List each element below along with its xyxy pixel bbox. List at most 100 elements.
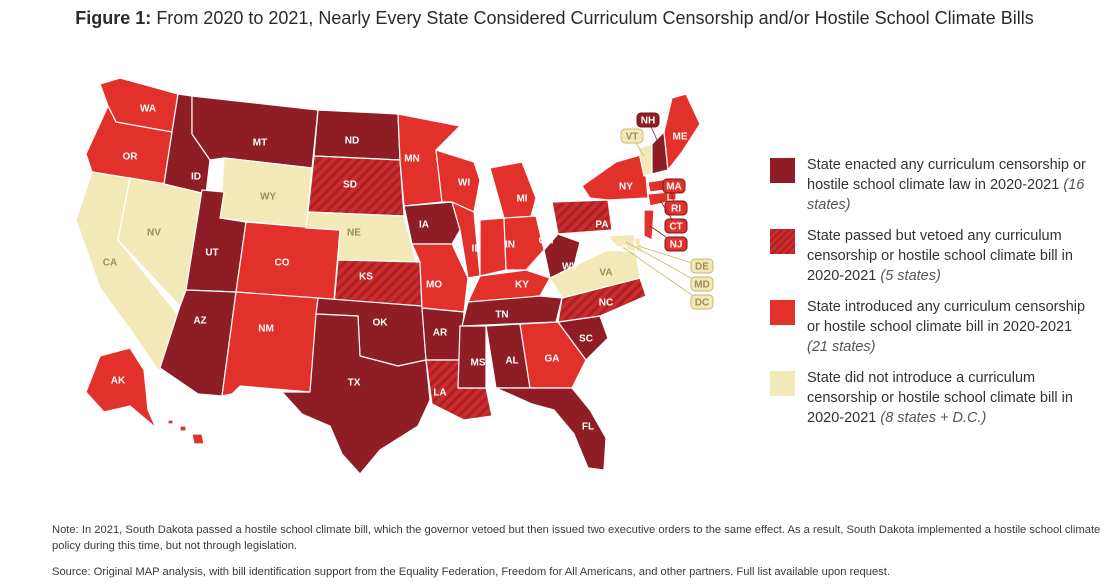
state-label-wv: WV [562, 262, 578, 273]
legend-swatch-enacted [770, 158, 795, 183]
legend-count: (21 states) [807, 339, 876, 355]
legend-label: State enacted any curriculum censorship … [807, 157, 1086, 193]
state-label-nv: NV [147, 228, 161, 239]
state-label-or: OR [123, 152, 139, 163]
callout-box-vt [620, 128, 644, 144]
state-label-nc: NC [599, 298, 613, 309]
state-label-ga: GA [545, 354, 560, 365]
state-label-wy: WY [260, 192, 276, 203]
state-label-al: AL [505, 356, 518, 367]
state-label-sd: SD [343, 180, 357, 191]
state-in [479, 217, 507, 277]
callout-box-nh [636, 112, 660, 128]
legend-item-introduced: State introduced any curriculum censorsh… [770, 297, 1090, 357]
state-label-oh: OH [539, 236, 554, 247]
state-label-tn: TN [495, 310, 508, 321]
state-nm [221, 291, 319, 397]
callout-box-nj [664, 236, 688, 252]
legend-swatch-introduced [770, 300, 795, 325]
state-pa [551, 199, 613, 235]
callout-line-dc [623, 247, 703, 303]
legend-label: State introduced any curriculum censorsh… [807, 299, 1086, 335]
state-label-md: MD [694, 280, 710, 291]
state-label-nj: NJ [670, 240, 683, 251]
legend-item-vetoed: State passed but vetoed any curriculum c… [770, 226, 1090, 286]
callout-box-ma [662, 178, 686, 194]
state-label-il: IL [472, 244, 481, 255]
legend-count: (5 states) [880, 268, 941, 284]
state-label-ky: KY [515, 280, 529, 291]
figure-title-text: From 2020 to 2021, Nearly Every State Co… [156, 8, 1034, 28]
state-label-in: IN [505, 240, 515, 251]
state-label-dc: DC [695, 298, 709, 309]
state-mi [489, 161, 537, 221]
state-me [663, 93, 701, 171]
state-label-hi: HI [197, 422, 207, 433]
state-label-ar: AR [433, 328, 448, 339]
callout-box-ct [664, 218, 688, 234]
legend-label: State did not introduce a curriculum cen… [807, 370, 1073, 426]
legend-swatch-none [770, 371, 795, 396]
state-label-mn: MN [404, 154, 420, 165]
state-label-ak: AK [111, 376, 126, 387]
state-ak [85, 347, 157, 429]
state-label-az: AZ [193, 316, 206, 327]
legend-count: (16 states) [807, 177, 1085, 213]
state-wv [543, 233, 581, 279]
callout-line-md [625, 241, 703, 285]
state-label-tx: TX [348, 378, 361, 389]
state-label-me: ME [673, 132, 688, 143]
state-label-mo: MO [426, 280, 442, 291]
state-ny [581, 153, 649, 201]
state-ia [403, 201, 461, 245]
state-label-wa: WA [140, 104, 156, 115]
state-label-pa: PA [595, 220, 608, 231]
state-label-ny: NY [619, 182, 633, 193]
figure-title-prefix: Figure 1: [75, 8, 152, 28]
state-fl [495, 387, 607, 471]
state-label-vt: VT [626, 132, 639, 143]
state-label-ma: MA [666, 182, 682, 193]
state-label-wi: WI [458, 178, 470, 189]
legend-count: (8 states + D.C.) [880, 410, 987, 426]
state-label-ca: CA [103, 258, 117, 269]
callout-box-dc [690, 294, 714, 310]
state-nj [643, 209, 655, 241]
state-label-ct: CT [669, 222, 682, 233]
state-tn [461, 295, 563, 327]
legend: State enacted any curriculum censorship … [770, 155, 1090, 439]
state-label-nh: NH [641, 116, 655, 127]
legend-label: State passed but vetoed any curriculum c… [807, 228, 1073, 284]
state-label-la: LA [433, 388, 446, 399]
state-label-ks: KS [359, 272, 373, 283]
state-label-mt: MT [253, 138, 267, 149]
state-label-de: DE [695, 262, 709, 273]
state-label-ms: MS [471, 358, 486, 369]
state-label-nd: ND [345, 136, 359, 147]
us-map: WA OR CA NV ID MT WY UT AZ CO NM ND SD NE KS OK TX MN IA MO… [75, 77, 714, 475]
state-label-mi: MI [516, 194, 527, 205]
state-label-ut: UT [205, 248, 218, 259]
state-label-ne: NE [347, 228, 361, 239]
source-note: Source: Original MAP analysis, with bill… [52, 566, 891, 578]
state-il [451, 201, 481, 279]
legend-swatch-vetoed [770, 229, 795, 254]
state-md [607, 233, 637, 253]
state-label-ok: OK [373, 318, 389, 329]
figure-title: Figure 1: From 2020 to 2021, Nearly Ever… [0, 8, 1109, 29]
state-label-sc: SC [579, 334, 593, 345]
callout-box-de [690, 258, 714, 274]
state-label-ia: IA [419, 220, 429, 231]
state-ms [457, 325, 487, 389]
state-oh [503, 215, 545, 271]
state-mt [191, 95, 319, 169]
state-label-fl: FL [582, 422, 594, 433]
state-label-nm: NM [258, 324, 274, 335]
footnote: Note: In 2021, South Dakota passed a hos… [52, 524, 1101, 552]
state-label-va: VA [599, 268, 612, 279]
state-label-co: CO [275, 258, 290, 269]
state-label-id: ID [191, 172, 201, 183]
state-label-ri: RI [671, 204, 681, 215]
legend-item-enacted: State enacted any curriculum censorship … [770, 155, 1090, 215]
state-tx [281, 313, 431, 475]
